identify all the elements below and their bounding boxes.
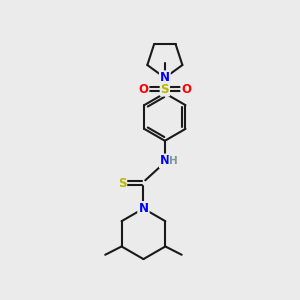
Text: O: O: [139, 82, 148, 96]
Text: O: O: [181, 82, 191, 96]
Text: H: H: [169, 156, 178, 166]
Text: N: N: [139, 202, 148, 215]
Text: S: S: [160, 82, 169, 96]
Text: N: N: [160, 71, 170, 84]
Text: S: S: [118, 177, 126, 190]
Text: N: N: [139, 202, 148, 215]
Text: N: N: [160, 154, 170, 167]
